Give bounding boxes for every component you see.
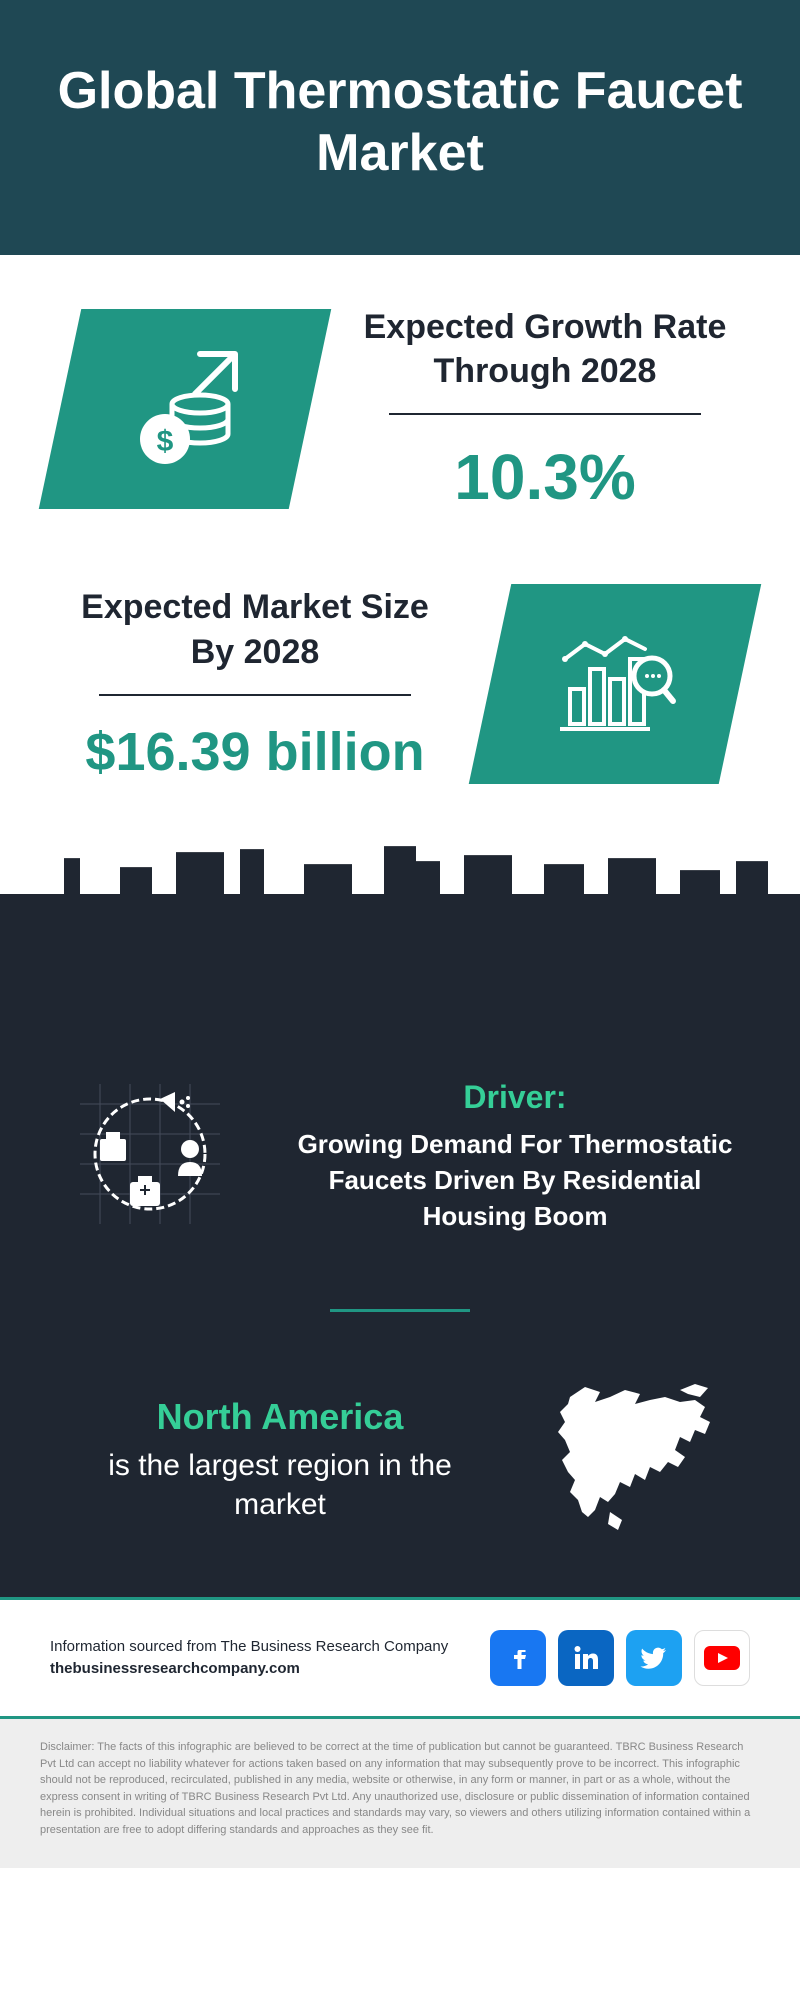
footer: Information sourced from The Business Re… [0,1597,800,1719]
driver-label: Driver: [290,1079,740,1116]
social-icons [490,1630,750,1686]
driver-description: Growing Demand For Thermostatic Faucets … [290,1126,740,1235]
linkedin-icon[interactable] [558,1630,614,1686]
youtube-icon[interactable] [694,1630,750,1686]
marketing-cycle-icon [60,1064,240,1249]
main-title: Global Thermostatic Faucet Market [40,60,760,185]
disclaimer-text: Disclaimer: The facts of this infographi… [40,1741,750,1836]
stat1-section: $ Expected Growth Rate Through 2028 10.3… [0,255,800,564]
stat2-section: Expected Market Size By 2028 $16.39 bill… [0,564,800,834]
region-name: North America [60,1396,500,1438]
twitter-icon[interactable] [626,1630,682,1686]
stat1-label: Expected Growth Rate Through 2028 [350,305,740,393]
stat1-value: 10.3% [350,440,740,514]
source-link[interactable]: thebusinessresearchcompany.com [50,1658,448,1681]
driver-section: Driver: Growing Demand For Thermostatic … [0,1024,800,1597]
source-text: Information sourced from The Business Re… [50,1636,448,1659]
svg-text:$: $ [157,425,174,458]
divider [389,413,701,415]
divider [99,694,411,696]
stat2-label: Expected Market Size By 2028 [60,585,450,673]
header: Global Thermostatic Faucet Market [0,0,800,255]
analytics-chart-icon [469,584,762,784]
skyline-graphic [0,894,800,1024]
north-america-map-icon [540,1372,740,1547]
facebook-icon[interactable] [490,1630,546,1686]
disclaimer: Disclaimer: The facts of this infographi… [0,1719,800,1868]
stat2-value: $16.39 billion [60,721,450,783]
growth-money-icon: $ [39,309,332,509]
section-divider [330,1309,470,1312]
region-description: is the largest region in the market [60,1446,500,1524]
